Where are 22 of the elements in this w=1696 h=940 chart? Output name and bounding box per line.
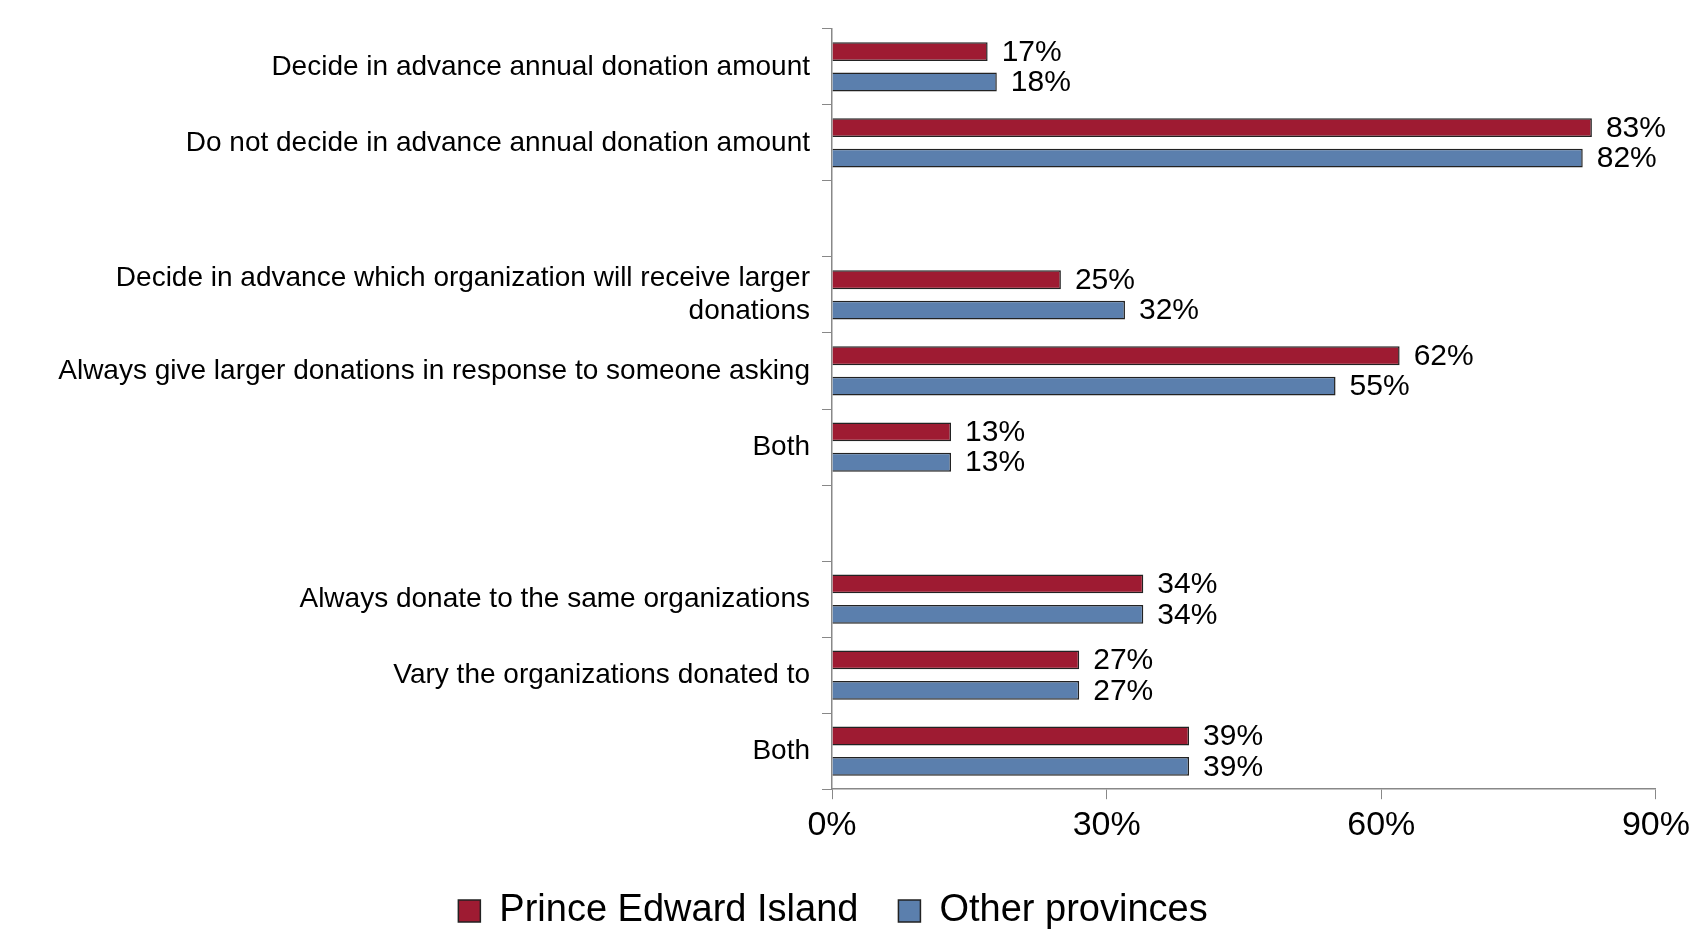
x-tick-label: 0% bbox=[807, 803, 857, 842]
data-label: 18% bbox=[1010, 64, 1071, 98]
legend-label: Other provinces bbox=[939, 887, 1208, 930]
y-tick-label: Always give larger donations in response to someone asking bbox=[58, 353, 810, 385]
y-tick-label: Both bbox=[752, 733, 810, 765]
data-label: 25% bbox=[1074, 262, 1135, 295]
data-label: 83% bbox=[1605, 109, 1666, 143]
data-label: 62% bbox=[1413, 338, 1474, 372]
y-tick-label: Always donate to the same organizations bbox=[299, 581, 810, 613]
y-tick-label: Decide in advance annual donation amount bbox=[271, 49, 811, 81]
data-label: 55% bbox=[1349, 368, 1410, 402]
legend-label: Prince Edward Island bbox=[499, 887, 859, 930]
y-tick-label: Do not decide in advance annual donation amount bbox=[185, 125, 811, 157]
x-tick-label: 30% bbox=[1072, 803, 1141, 842]
data-label: 17% bbox=[1001, 33, 1062, 67]
x-tick-label: 90% bbox=[1621, 803, 1691, 842]
data-label: 32% bbox=[1138, 292, 1200, 326]
x-tick-label: 60% bbox=[1347, 803, 1416, 842]
y-tick-label: Decide in advance which organization will receive larger donations bbox=[115, 260, 810, 326]
y-tick-label: Vary the organizations donated to bbox=[393, 657, 810, 689]
y-tick-label: Both bbox=[752, 429, 810, 461]
data-label: 82% bbox=[1596, 140, 1657, 174]
